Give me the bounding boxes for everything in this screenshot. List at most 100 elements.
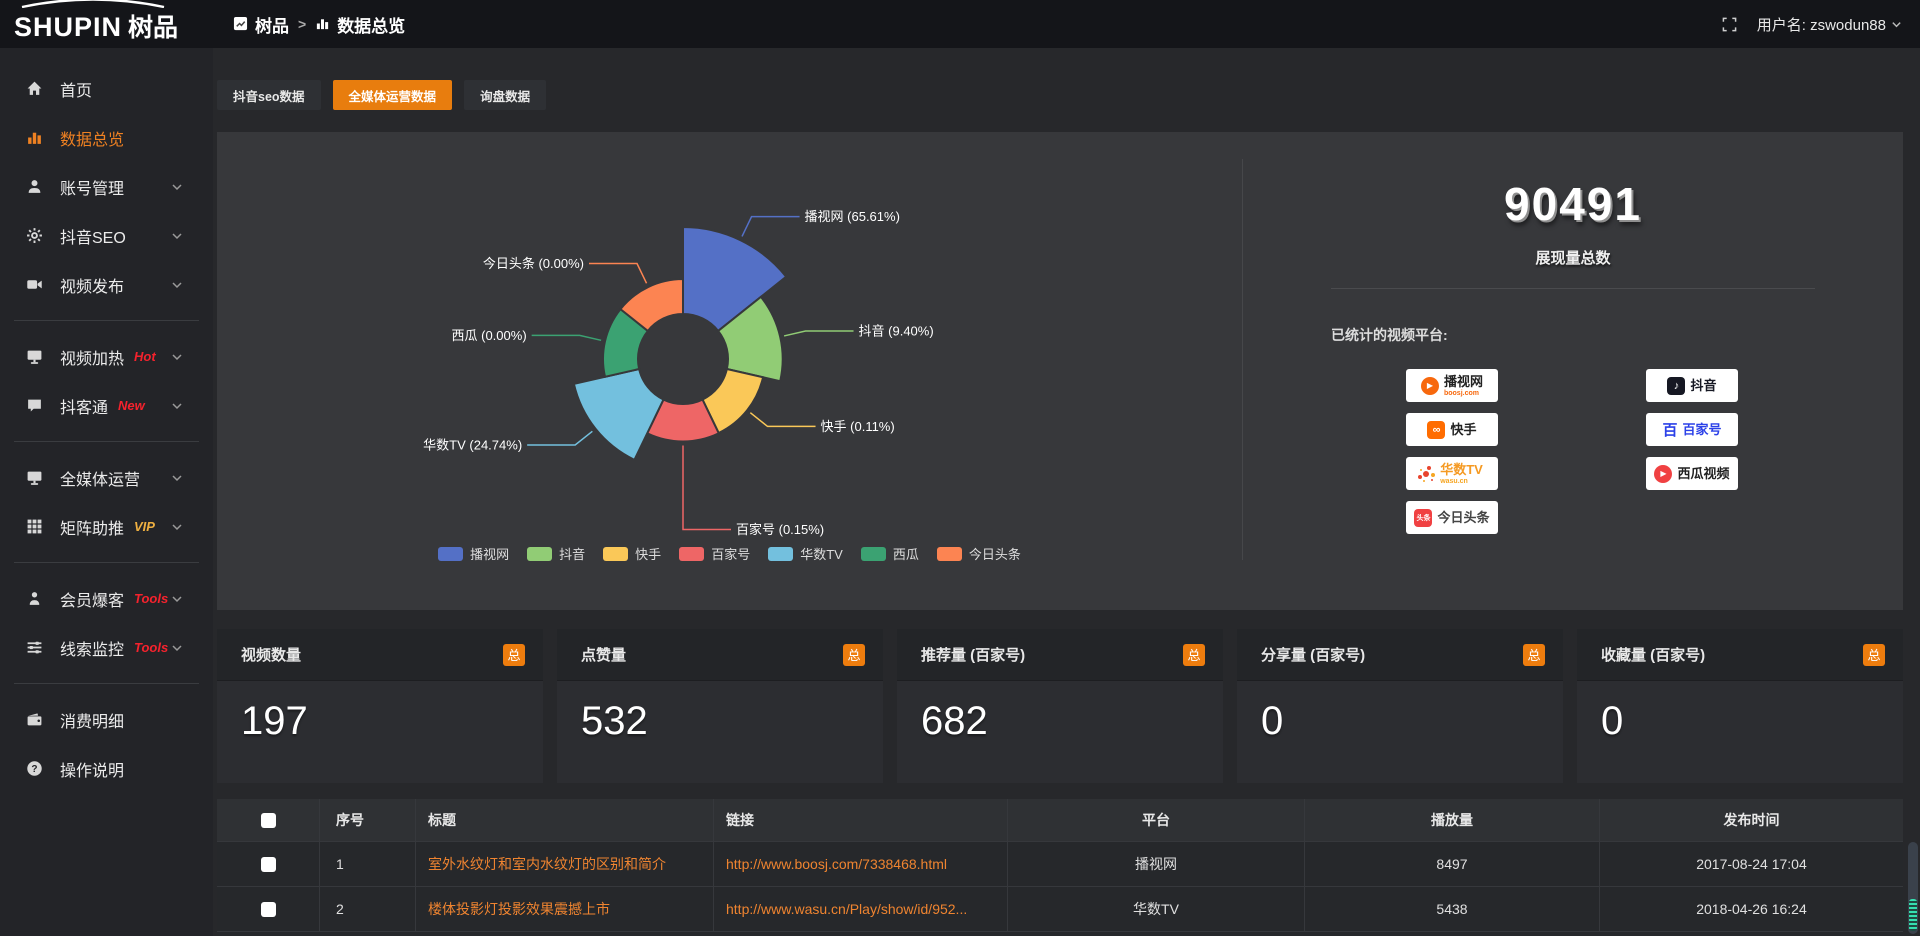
platform-badge-toutiao: 头条 今日头条 [1406,501,1498,534]
tab-2[interactable]: 询盘数据 [464,80,547,110]
legend-item-2[interactable]: 快手 [603,544,661,563]
sidebar-item-label: 线索监控 [60,641,125,659]
chart-panel: 播视网 (65.61%) 抖音 (9.40%) 快手 (0.11%) 百家号 (0.1… [217,132,1903,610]
pie-label-6: 今日头条 (0.00%) [483,256,584,271]
tab-1[interactable]: 全媒体运营数据 [332,80,453,110]
stat-card-4: 收藏量 (百家号) 总 0 [1577,629,1903,783]
title-link[interactable]: 楼体投影灯投影效果震撼上市 [416,887,714,931]
sidebar-item-3-0[interactable]: 会员爆客 Tools [0,574,213,623]
total-badge: 总 [1863,643,1885,666]
sidebar-item-3-1[interactable]: 线索监控 Tools [0,623,213,672]
pie-slice-6[interactable] [619,277,684,333]
pie-label-line-3 [682,445,731,531]
sidebar: 首页 数据总览 账号管理 抖音SEO 视频发布 视频加热 Hot 抖客通 New 全媒体运营 矩阵助… [0,48,213,936]
xigua-logo-icon: ▶ [1654,464,1673,483]
user-menu[interactable]: 用户名: zswodun88 [1757,14,1902,35]
sidebar-item-label: 数据总览 [60,131,125,149]
legend-label: 播视网 [470,547,510,562]
sidebar-item-4-0[interactable]: 消费明细 [0,695,213,744]
legend-item-5[interactable]: 西瓜 [860,544,919,563]
stat-card-body: 197 [217,681,543,783]
sidebar-item-0-3[interactable]: 抖音SEO [0,211,213,260]
stat-card-header: 收藏量 (百家号) 总 [1577,629,1903,681]
stat-card-header: 点赞量 总 [557,629,883,681]
sidebar-item-4-1[interactable]: ? 操作说明 [0,744,213,793]
stat-card-body: 0 [1577,681,1903,783]
sidebar-item-label: 矩阵助推 [60,520,125,538]
column-header-2: 链接 [714,799,1008,841]
pie-label-3: 百家号 (0.15%) [736,522,824,537]
legend-label: 华数TV [800,547,843,562]
stat-card-header: 分享量 (百家号) 总 [1237,629,1563,681]
row-checkbox[interactable] [260,901,276,917]
pie-slice-1[interactable] [716,295,784,383]
platform-badge-baijia: 百百家号 [1646,413,1738,446]
kuaishou-logo-icon: ∞ [1427,420,1446,439]
stat-card-body: 532 [557,681,883,783]
stat-card-3: 分享量 (百家号) 总 0 [1237,629,1563,783]
breadcrumb-current[interactable]: 数据总览 [315,12,405,37]
legend-swatch [936,546,962,561]
bar-chart-icon [26,129,46,146]
legend-item-4[interactable]: 华数TV [768,544,843,563]
legend-item-0[interactable]: 播视网 [438,544,509,563]
stat-card-body: 0 [1237,681,1563,783]
title-link[interactable]: 室外水纹灯和室内水纹灯的区别和简介 [416,842,714,886]
sidebar-item-0-0[interactable]: 首页 [0,64,213,113]
total-badge: 总 [1183,643,1205,666]
summary-divider [1331,288,1815,289]
stat-card-header: 视频数量 总 [217,629,543,681]
chevron-down-icon [171,279,183,291]
rose-chart-area: 播视网 (65.61%) 抖音 (9.40%) 快手 (0.11%) 百家号 (0.1… [217,132,1242,610]
platform-subtext: wasu.cn [1440,477,1468,485]
select-all-cell [217,799,320,841]
app-logo: SHUPIN 树品 [0,0,213,53]
legend-item-3[interactable]: 百家号 [679,544,750,563]
platform-cell: 华数TV [1008,887,1305,931]
stat-card-value: 532 [581,699,648,743]
grid-icon [26,518,46,535]
breadcrumb: 树品 > 数据总览 [233,12,405,37]
monitor-icon [26,348,46,365]
legend-item-6[interactable]: 今日头条 [936,544,1021,563]
sidebar-item-tag: VIP [134,519,155,534]
pie-label-line-0 [741,215,800,237]
legend-swatch [860,546,886,561]
row-checkbox[interactable] [260,812,276,828]
pie-slice-4[interactable] [572,367,665,462]
chevron-down-icon [171,593,183,605]
legend-item-1[interactable]: 抖音 [527,544,585,563]
top-header: SHUPIN 树品 树品 > 数据总览 用户名: zswodun88 [0,0,1920,48]
pie-label-line-6 [589,262,648,284]
url-link[interactable]: http://www.wasu.cn/Play/show/id/952... [714,887,1008,931]
home-icon [26,80,46,97]
sidebar-item-0-2[interactable]: 账号管理 [0,162,213,211]
monitor-icon [26,469,46,486]
platform-column-0: ▶ 播视网 boosj.com ∞ 快手 华数TV wasu.cn 头条 今日头条 [1406,369,1498,545]
sidebar-item-0-4[interactable]: 视频发布 [0,260,213,309]
scrollbar-thumb[interactable] [1908,842,1918,934]
sidebar-divider [14,320,199,321]
row-checkbox[interactable] [260,856,276,872]
url-link[interactable]: http://www.boosj.com/7338468.html [714,842,1008,886]
sidebar-item-1-1[interactable]: 抖客通 New [0,381,213,430]
stat-card-title: 收藏量 (百家号) [1601,647,1706,664]
stat-card-title: 视频数量 [241,647,302,664]
tab-0[interactable]: 抖音seo数据 [217,80,321,110]
sidebar-item-label: 抖客通 [60,399,109,417]
breadcrumb-root[interactable]: 树品 [233,12,289,37]
logo-text: SHUPIN [14,12,123,42]
sidebar-item-1-0[interactable]: 视频加热 Hot [0,332,213,381]
chevron-down-icon [171,181,183,193]
column-header-3: 平台 [1008,799,1305,841]
sidebar-item-2-0[interactable]: 全媒体运营 [0,453,213,502]
pie-slice-0[interactable] [682,225,788,333]
pie-label-1: 抖音 (9.40%) [859,324,934,339]
fullscreen-button[interactable] [1722,17,1737,32]
sidebar-item-2-1[interactable]: 矩阵助推 VIP [0,502,213,551]
chevron-down-icon [171,472,183,484]
sidebar-item-0-1[interactable]: 数据总览 [0,113,213,162]
chevron-down-icon [171,400,183,412]
legend-label: 快手 [635,547,662,562]
caret-down-icon [1891,19,1902,30]
